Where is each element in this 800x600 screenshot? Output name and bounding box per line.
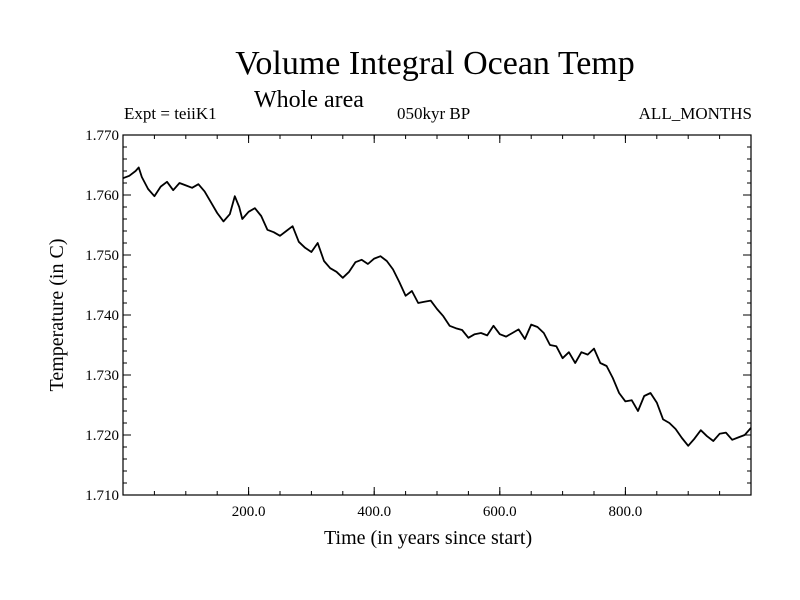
series-layer bbox=[122, 166, 752, 447]
x-tick-label: 800.0 bbox=[609, 504, 643, 520]
temperature-series-line bbox=[122, 166, 752, 447]
y-tick-label: 1.760 bbox=[85, 188, 119, 204]
period-label: 050kyr BP bbox=[397, 104, 471, 123]
y-axis-label: Temperature (in C) bbox=[46, 238, 68, 392]
months-label: ALL_MONTHS bbox=[638, 104, 752, 123]
y-tick-label: 1.710 bbox=[85, 488, 119, 504]
y-tick-label: 1.750 bbox=[85, 248, 119, 264]
chart-subtitle: Whole area bbox=[254, 87, 364, 113]
plot-frame bbox=[122, 134, 752, 496]
x-tick-label: 400.0 bbox=[357, 504, 391, 520]
y-tick-label: 1.720 bbox=[85, 428, 119, 444]
experiment-label: Expt = teiiK1 bbox=[124, 104, 217, 123]
y-tick-label: 1.770 bbox=[85, 128, 119, 144]
x-tick-label: 600.0 bbox=[483, 504, 517, 520]
y-tick-label: 1.740 bbox=[85, 308, 119, 324]
x-axis-label: Time (in years since start) bbox=[324, 527, 533, 549]
y-tick-label: 1.730 bbox=[85, 368, 119, 384]
x-tick-label: 200.0 bbox=[232, 504, 266, 520]
axis-ticks-layer: 1.710 1.720 1.730 1.740 1.750 1.760 1.770 200.0… bbox=[85, 128, 752, 520]
chart-title: Volume Integral Ocean Temp bbox=[235, 45, 635, 82]
